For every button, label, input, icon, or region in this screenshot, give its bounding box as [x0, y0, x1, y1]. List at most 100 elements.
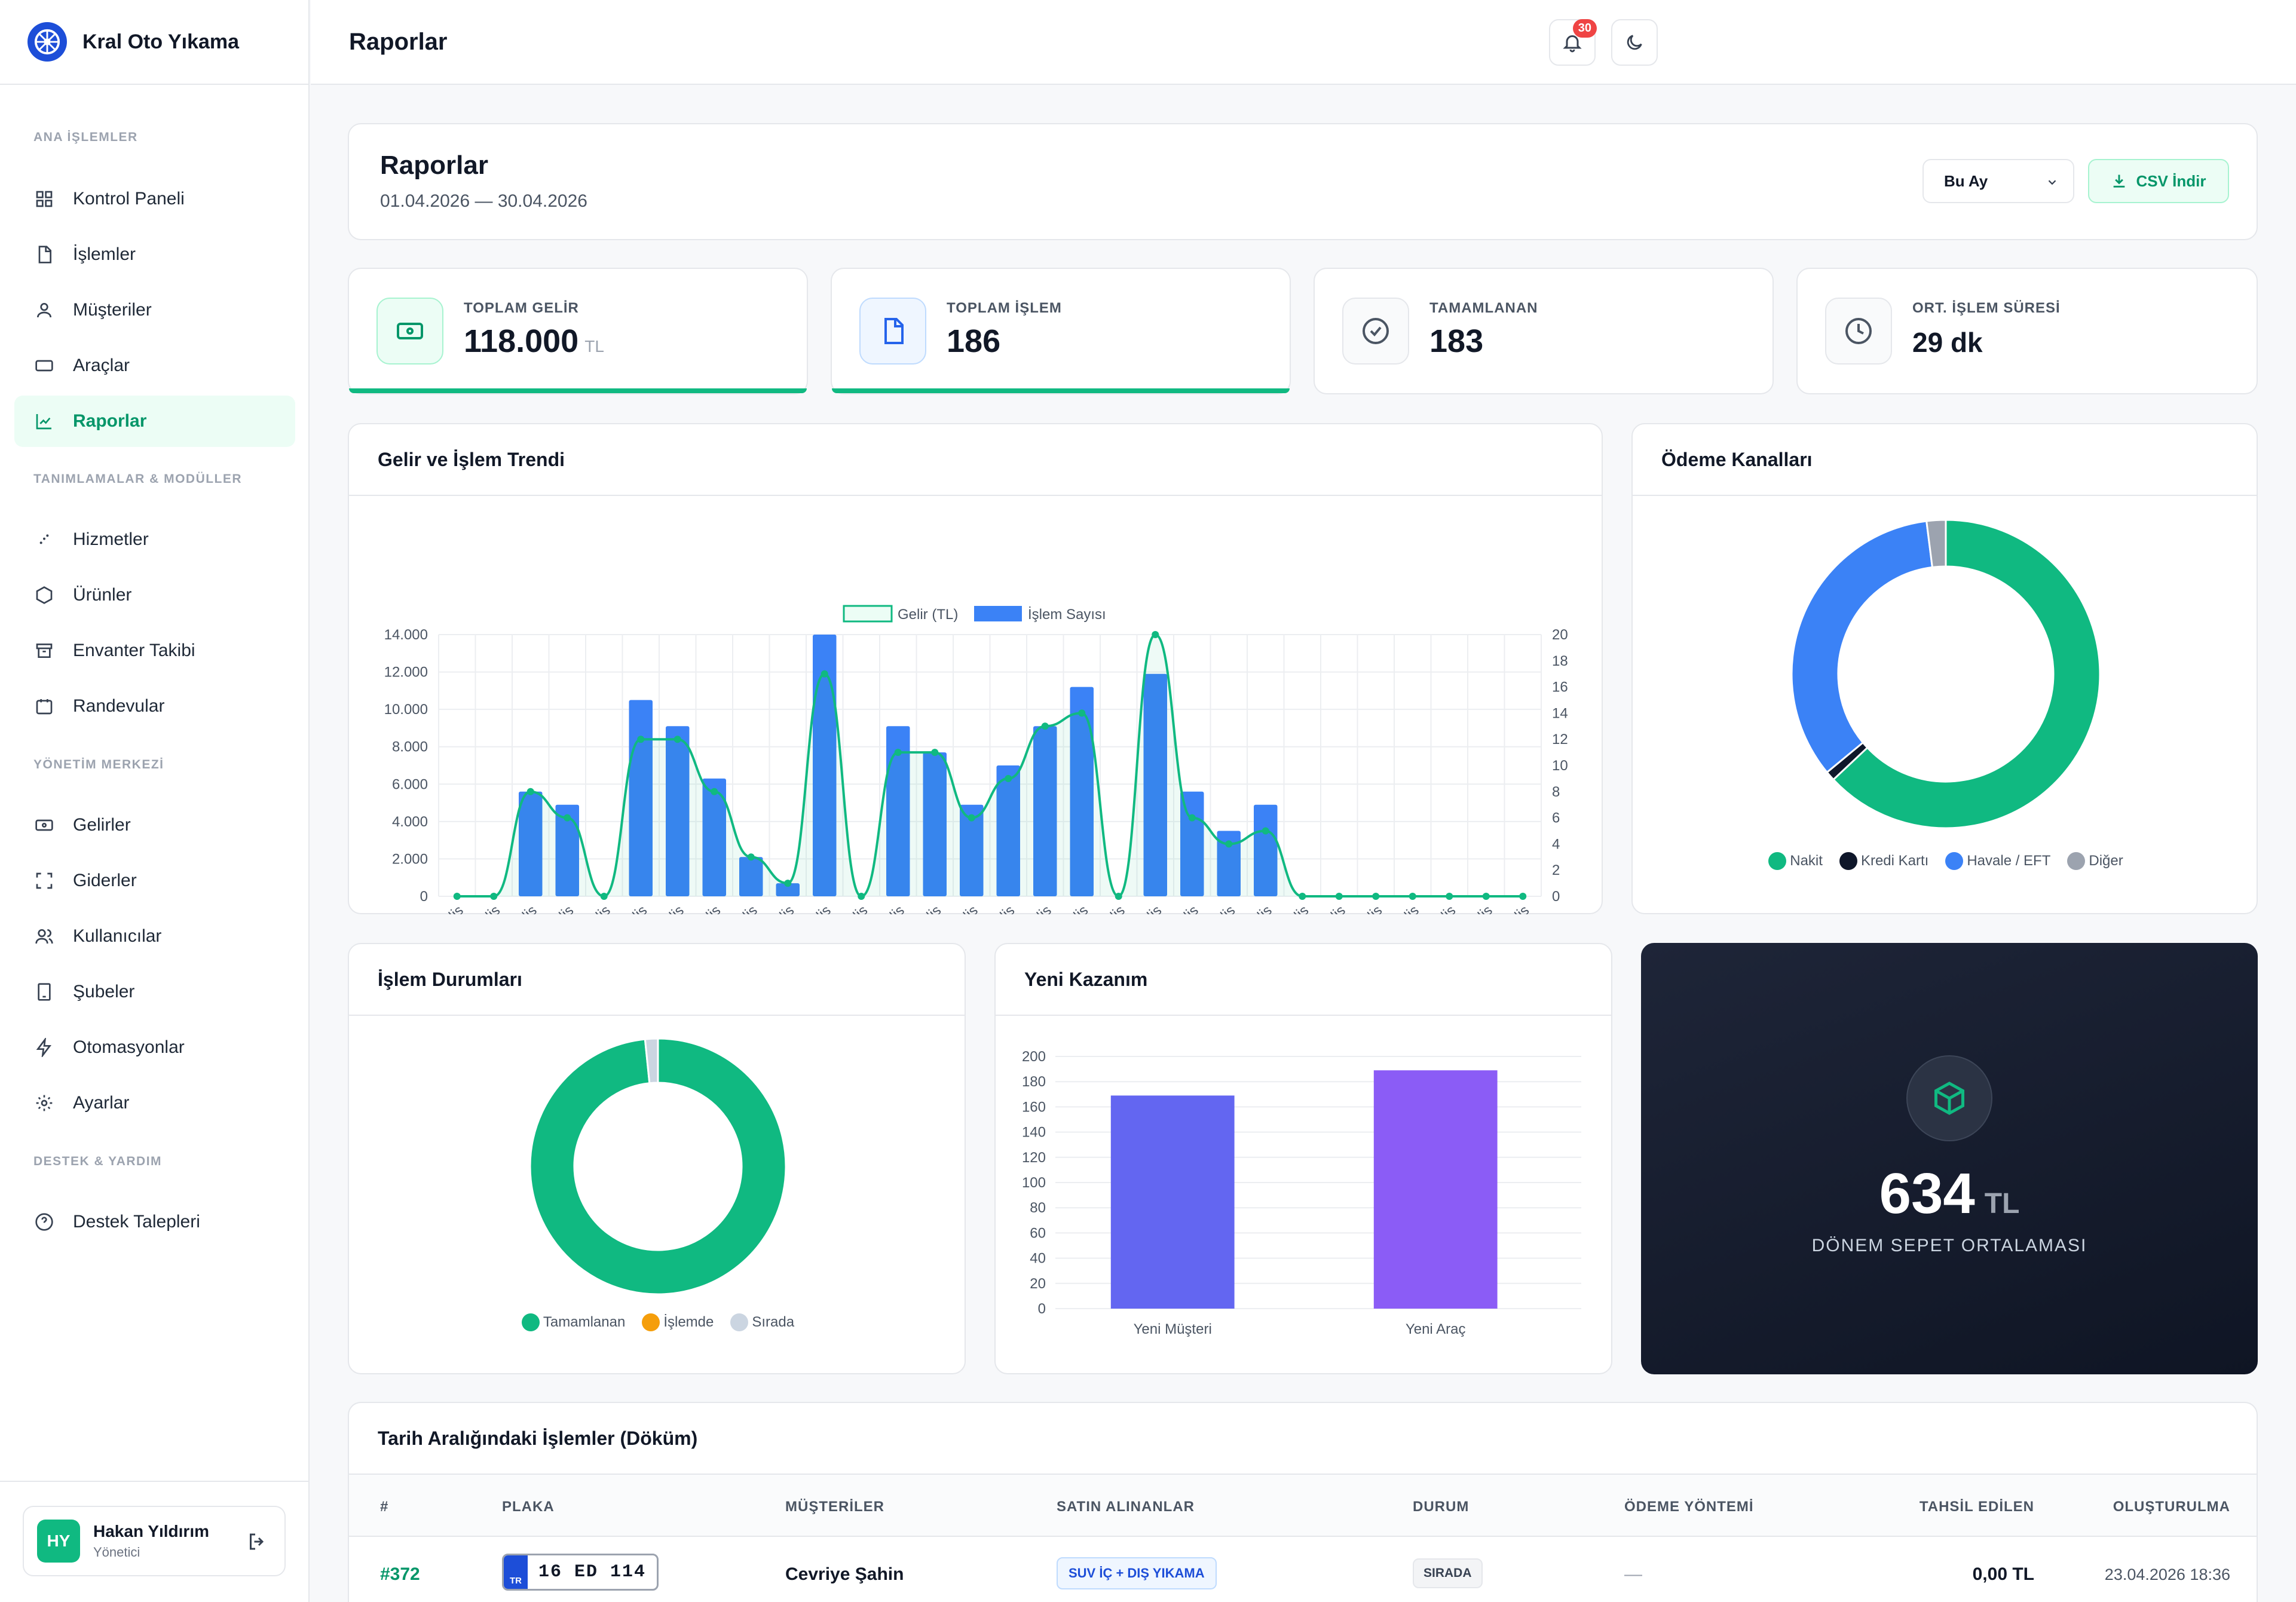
basket-label: DÖNEM SEPET ORTALAMASI: [1811, 1236, 2087, 1255]
status-card: İşlem Durumları Tamamlanan İşlemde Sırada: [348, 943, 966, 1374]
sidebar-item-services[interactable]: Hizmetler: [14, 514, 295, 565]
payment-channels-card: Ödeme Kanalları Nakit Kredi Kartı Havale /…: [1631, 423, 2258, 914]
count-point: [1188, 814, 1196, 822]
column-header[interactable]: OLUŞTURULMA: [2113, 1499, 2230, 1515]
donut-slice: [1832, 519, 2101, 829]
legend-item[interactable]: Tamamlanan: [521, 1313, 625, 1331]
count-point: [747, 853, 755, 861]
table-row[interactable]: #372 TR 16 ED 114 Cevriye Şahin SUV İÇ +…: [349, 1538, 2257, 1602]
sidebar-item-inventory[interactable]: Envanter Takibi: [14, 625, 295, 676]
count-point: [894, 749, 902, 756]
transaction-id-link[interactable]: #372: [380, 1564, 420, 1584]
trend-chart-card: Gelir ve İşlem Trendi Gelir (TL) İşlem Sa…: [348, 423, 1603, 914]
y-tick-right: 18: [1552, 653, 1568, 669]
brand-name: Kral Oto Yıkama: [82, 30, 240, 53]
status-title: İşlem Durumları: [349, 944, 965, 1016]
sidebar-item-settings[interactable]: Ayarlar: [14, 1077, 295, 1129]
legend-label-count: İşlem Sayısı: [1028, 607, 1106, 623]
status-legend: Tamamlanan İşlemde Sırada: [349, 1313, 967, 1331]
y-tick-left: 0: [420, 889, 428, 905]
count-area: [457, 635, 1523, 896]
legend-item[interactable]: İşlemde: [642, 1313, 714, 1331]
user-card[interactable]: HY Hakan Yıldırım Yönetici: [23, 1506, 286, 1576]
column-header[interactable]: ÖDEME YÖNTEMİ: [1624, 1499, 1754, 1515]
user-icon: [33, 299, 55, 321]
donut-slice: [1790, 520, 1934, 774]
period-select[interactable]: Bu Ay: [1922, 159, 2074, 203]
count-point: [674, 736, 681, 743]
sidebar-item-label: Gelirler: [73, 815, 131, 835]
revenue-bar: [1070, 687, 1094, 896]
sidebar-item-appointments[interactable]: Randevular: [14, 681, 295, 732]
count-point: [711, 788, 718, 795]
legend-item[interactable]: Nakit: [1768, 852, 1823, 870]
user-role: Yönetici: [93, 1545, 140, 1560]
top-bar: Raporlar 30: [311, 0, 2296, 85]
logout-icon[interactable]: [246, 1531, 268, 1552]
sidebar-item-income[interactable]: Gelirler: [14, 800, 295, 851]
stat-accent-bar: [832, 388, 1290, 393]
sidebar-section-main: ANA İŞLEMLER: [33, 130, 138, 144]
legend-dot: [1768, 852, 1787, 870]
stat-value: 29 dk: [1912, 327, 1983, 358]
y-tick-label: 20: [1030, 1276, 1046, 1292]
y-tick-left: 10.000: [384, 702, 428, 718]
column-header[interactable]: TAHSİL EDİLEN: [1919, 1499, 2034, 1515]
column-header[interactable]: DURUM: [1413, 1499, 1470, 1515]
chevron-down-icon: [2048, 180, 2056, 185]
purchase-badge: SUV İÇ + DIŞ YIKAMA: [1057, 1557, 1217, 1589]
count-point: [1041, 722, 1049, 730]
sidebar-item-reports[interactable]: Raporlar: [14, 396, 295, 447]
period-select-value: Bu Ay: [1944, 171, 1988, 190]
theme-toggle-button[interactable]: [1611, 19, 1658, 66]
column-header[interactable]: PLAKA: [502, 1499, 555, 1515]
notifications-button[interactable]: 30: [1549, 19, 1597, 66]
sidebar-item-dashboard[interactable]: Kontrol Paneli: [14, 173, 295, 225]
sidebar-item-vehicles[interactable]: Araçlar: [14, 340, 295, 391]
legend-label: İşlemde: [663, 1314, 714, 1330]
bolt-icon: [33, 1037, 55, 1058]
column-header[interactable]: MÜŞTERİLER: [785, 1499, 884, 1515]
y-tick-label: 140: [1022, 1125, 1046, 1141]
sidebar-item-automations[interactable]: Otomasyonlar: [14, 1022, 295, 1073]
sidebar-item-customers[interactable]: Müşteriler: [14, 284, 295, 336]
revenue-bar: [1217, 831, 1241, 896]
payment-legend: Nakit Kredi Kartı Havale / EFT Diğer: [1633, 852, 2259, 870]
legend-item[interactable]: Havale / EFT: [1945, 852, 2050, 870]
revenue-bar: [886, 726, 910, 896]
clock-icon: [1825, 298, 1892, 364]
sidebar-item-branches[interactable]: Şubeler: [14, 966, 295, 1018]
brand[interactable]: Kral Oto Yıkama: [0, 0, 310, 85]
sidebar-item-transactions[interactable]: İşlemler: [14, 229, 295, 280]
count-point: [600, 893, 608, 900]
sidebar-item-expenses[interactable]: Giderler: [14, 855, 295, 906]
sidebar-item-label: Ürünler: [73, 585, 132, 605]
count-point: [968, 814, 975, 822]
x-tick-label: 27 Nis: [1380, 902, 1422, 914]
x-tick-label: 28 Nis: [1418, 902, 1459, 914]
legend-item[interactable]: Kredi Kartı: [1839, 852, 1928, 870]
plate-country: TR: [504, 1555, 528, 1589]
x-tick-label: 14 Nis: [903, 902, 944, 914]
y-tick-right: 10: [1552, 758, 1568, 774]
sidebar-item-support[interactable]: Destek Talepleri: [14, 1196, 295, 1248]
created-at: 23.04.2026 18:36: [2104, 1566, 2230, 1583]
column-header[interactable]: #: [380, 1499, 389, 1515]
legend-item[interactable]: Diğer: [2067, 852, 2123, 870]
x-tick-label: 26 Nis: [1344, 902, 1385, 914]
y-tick-right: 0: [1552, 889, 1560, 905]
sidebar-item-users[interactable]: Kullanıcılar: [14, 911, 295, 962]
count-point: [1409, 893, 1416, 900]
y-tick-right: 6: [1552, 810, 1560, 826]
y-tick-left: 4.000: [392, 814, 428, 830]
csv-download-button[interactable]: CSV İndir: [2088, 159, 2229, 203]
column-header[interactable]: SATIN ALINANLAR: [1057, 1499, 1195, 1515]
count-line: [457, 633, 1523, 898]
sidebar-item-label: Müşteriler: [73, 300, 152, 320]
legend-item[interactable]: Sırada: [730, 1313, 794, 1331]
sidebar-item-label: Destek Talepleri: [73, 1212, 200, 1232]
sidebar-item-label: Otomasyonlar: [73, 1037, 185, 1057]
stat-card-revenue: TOPLAM GELİR 118.000 TL: [348, 268, 808, 394]
sidebar-item-products[interactable]: Ürünler: [14, 569, 295, 621]
